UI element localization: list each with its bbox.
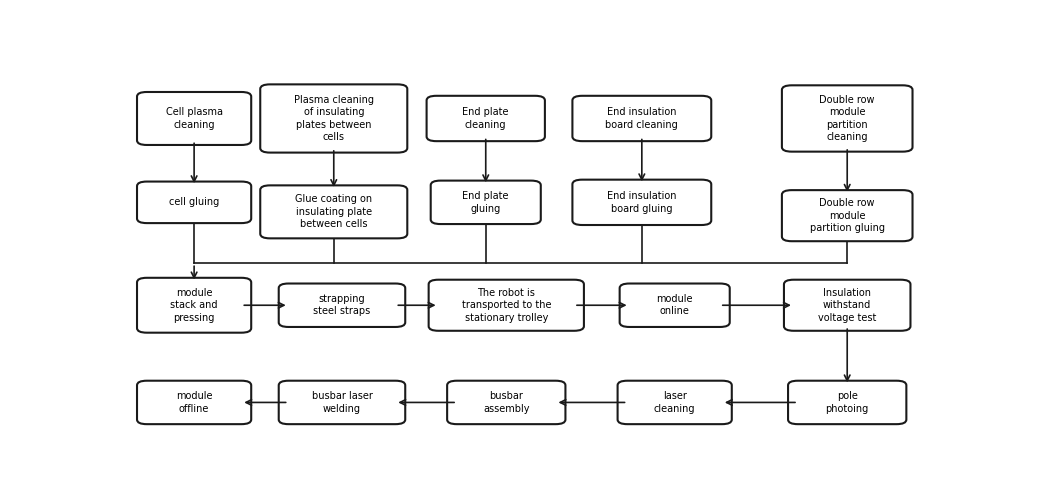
FancyBboxPatch shape xyxy=(426,96,545,141)
Text: laser
cleaning: laser cleaning xyxy=(654,391,695,414)
FancyBboxPatch shape xyxy=(572,180,711,225)
Text: End insulation
board gluing: End insulation board gluing xyxy=(607,191,676,213)
FancyBboxPatch shape xyxy=(618,381,731,424)
FancyBboxPatch shape xyxy=(788,381,906,424)
Text: Glue coating on
insulating plate
between cells: Glue coating on insulating plate between… xyxy=(295,195,372,229)
FancyBboxPatch shape xyxy=(572,96,711,141)
Text: pole
photoing: pole photoing xyxy=(826,391,869,414)
FancyBboxPatch shape xyxy=(279,284,405,327)
FancyBboxPatch shape xyxy=(279,381,405,424)
FancyBboxPatch shape xyxy=(428,280,584,331)
FancyBboxPatch shape xyxy=(447,381,565,424)
FancyBboxPatch shape xyxy=(782,85,913,151)
Text: End plate
cleaning: End plate cleaning xyxy=(462,107,509,130)
Text: module
online: module online xyxy=(656,294,693,316)
FancyBboxPatch shape xyxy=(620,284,729,327)
FancyBboxPatch shape xyxy=(430,181,541,224)
FancyBboxPatch shape xyxy=(784,280,911,331)
FancyBboxPatch shape xyxy=(782,190,913,241)
Text: Double row
module
partition
cleaning: Double row module partition cleaning xyxy=(819,95,874,142)
FancyBboxPatch shape xyxy=(137,182,251,223)
Text: End insulation
board cleaning: End insulation board cleaning xyxy=(605,107,678,130)
Text: module
offline: module offline xyxy=(176,391,212,414)
Text: The robot is
transported to the
stationary trolley: The robot is transported to the stationa… xyxy=(461,288,551,323)
Text: strapping
steel straps: strapping steel straps xyxy=(314,294,371,316)
Text: Double row
module
partition gluing: Double row module partition gluing xyxy=(810,198,885,233)
Text: Plasma cleaning
of insulating
plates between
cells: Plasma cleaning of insulating plates bet… xyxy=(294,95,374,142)
Text: Insulation
withstand
voltage test: Insulation withstand voltage test xyxy=(818,288,877,323)
Text: busbar
assembly: busbar assembly xyxy=(483,391,530,414)
FancyBboxPatch shape xyxy=(261,185,407,239)
Text: End plate
gluing: End plate gluing xyxy=(462,191,509,213)
Text: busbar laser
welding: busbar laser welding xyxy=(312,391,372,414)
FancyBboxPatch shape xyxy=(261,84,407,152)
Text: module
stack and
pressing: module stack and pressing xyxy=(171,288,218,323)
FancyBboxPatch shape xyxy=(137,381,251,424)
Text: cell gluing: cell gluing xyxy=(169,198,219,207)
Text: Cell plasma
cleaning: Cell plasma cleaning xyxy=(165,107,223,130)
FancyBboxPatch shape xyxy=(137,278,251,333)
FancyBboxPatch shape xyxy=(137,92,251,145)
